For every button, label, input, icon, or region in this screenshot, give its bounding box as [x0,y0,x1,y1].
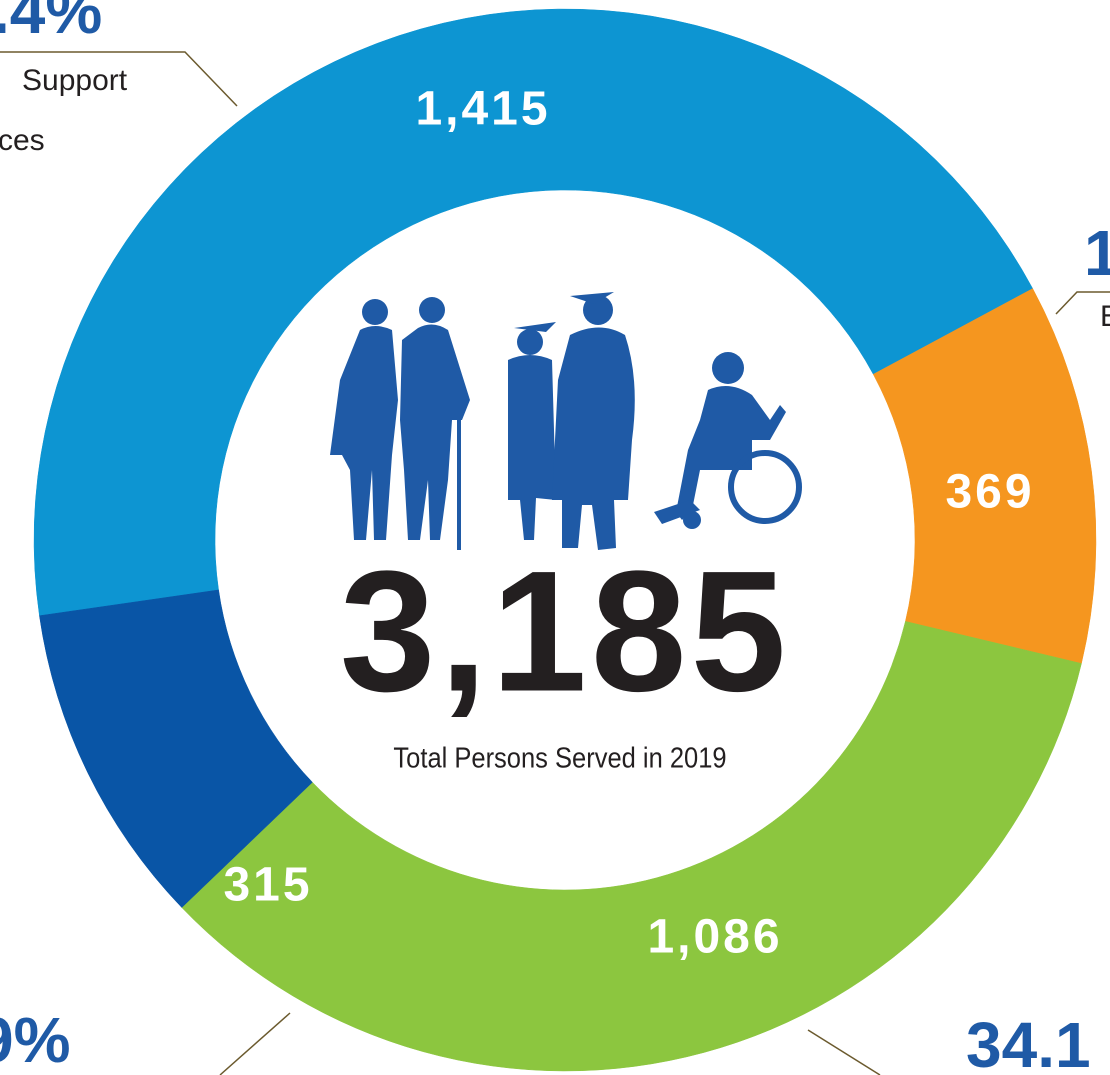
callout-text: Support [22,64,128,97]
percent-label: .4% [0,0,102,47]
people-silhouettes [330,292,799,550]
total-value: 3,185 [340,535,790,727]
value-label: 315 [223,859,312,912]
chart: 3,185 Total Persons Served in 2019 .4% S… [0,0,1110,1075]
percent-label: 9% [0,1004,71,1075]
callout-text: E [1100,300,1110,333]
total-caption: Total Persons Served in 2019 [393,741,726,774]
percent-label: 1 [1084,217,1110,289]
value-label: 1,086 [647,911,782,964]
percent-label: 34.1 [966,1009,1091,1075]
leader-line [220,1013,290,1075]
callout-text: ces [0,124,45,157]
value-label: 369 [945,466,1034,519]
value-label: 1,415 [415,83,550,136]
leader-line [808,1030,880,1075]
